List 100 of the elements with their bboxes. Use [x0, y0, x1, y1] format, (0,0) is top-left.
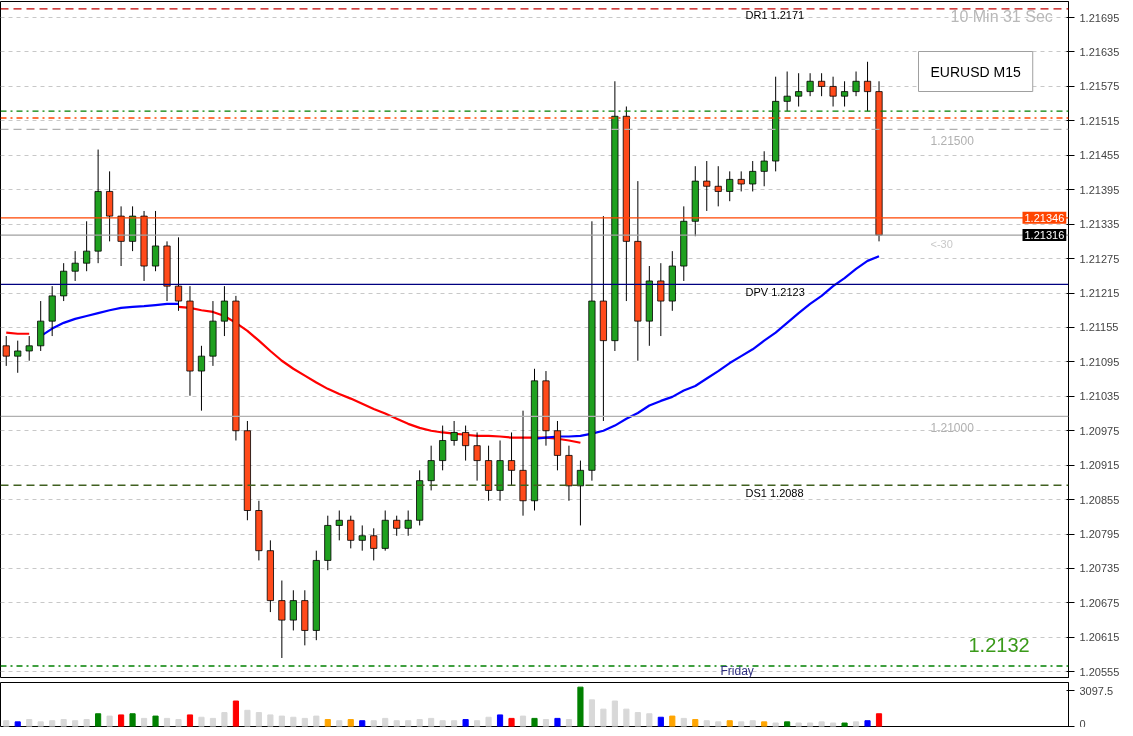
ref-line-label: 1.21500: [930, 134, 975, 149]
y-tick-label: 1.21155: [1079, 321, 1119, 334]
bar: [3, 720, 10, 727]
bar: [496, 714, 504, 727]
candlestick: [829, 76, 837, 108]
y-tick-label: 1.20855: [1079, 493, 1120, 506]
candlestick: [841, 80, 849, 108]
bar: [336, 720, 343, 727]
ref-line-label: 1.21346: [1024, 211, 1065, 224]
bar: [565, 719, 573, 727]
candlestick: [358, 524, 366, 552]
candlestick: [576, 460, 584, 526]
bar: [416, 719, 423, 727]
candlestick: [703, 160, 711, 212]
bar: [738, 721, 745, 727]
y-tick-label: 1.21035: [1079, 390, 1120, 403]
bar: [875, 713, 883, 727]
bar: [623, 708, 630, 727]
bar: [313, 715, 320, 727]
candlestick: [818, 72, 826, 97]
bar: [83, 719, 90, 727]
bar: [542, 719, 550, 727]
bar: [807, 722, 814, 727]
bar: [118, 714, 125, 727]
bar: [611, 700, 618, 727]
annotation: Friday: [720, 663, 754, 678]
y-tick-label: 1.21335: [1079, 218, 1120, 231]
bar: [852, 721, 860, 727]
bar: [290, 716, 297, 727]
bar: [749, 720, 756, 727]
bar: [186, 714, 194, 727]
candlestick: [347, 515, 355, 549]
bar: [657, 716, 664, 727]
bar: [439, 720, 446, 727]
bar: [818, 721, 825, 727]
bar: [359, 720, 366, 727]
bar: [49, 720, 56, 727]
y-tick-label: 1.21275: [1079, 252, 1120, 265]
y-tick-label: 1.20915: [1079, 459, 1120, 472]
bar: [37, 721, 44, 727]
bar: [255, 712, 262, 727]
candlestick: [473, 431, 481, 482]
annotation: EURUSD M15: [930, 63, 1021, 80]
annotation: 10 Min 31 Sec: [950, 7, 1053, 25]
candlestick: [783, 71, 791, 112]
bar: [451, 720, 458, 727]
bar: [680, 717, 687, 727]
bar: [267, 714, 274, 727]
y-tick-label: 1.20795: [1079, 528, 1120, 541]
candlestick: [749, 160, 757, 192]
ref-line-label: DR1 1.2171: [745, 8, 805, 21]
y-tick-label: 1.20735: [1079, 562, 1120, 575]
candlestick: [507, 431, 516, 487]
y-tick-label: 1.21575: [1079, 80, 1120, 93]
bar: [244, 709, 251, 727]
bar: [393, 720, 400, 727]
bar: [554, 717, 561, 727]
bar: [14, 721, 21, 727]
bar: [198, 716, 205, 727]
candlestick: [737, 170, 745, 192]
bar: [175, 719, 182, 727]
y-tick-label: 1.21515: [1079, 114, 1120, 127]
bar: [382, 717, 389, 727]
candlestick: [174, 236, 183, 312]
bar: [106, 715, 113, 727]
annotation: 1.2132: [968, 633, 1030, 656]
y-tick-label: 1.21095: [1079, 355, 1120, 368]
y-tick-label: 1.20675: [1079, 596, 1120, 609]
candlestick: [404, 510, 412, 537]
bar: [864, 720, 871, 727]
candlestick: [462, 425, 470, 462]
bar: [485, 716, 492, 727]
bar: [140, 717, 148, 727]
bar: [163, 717, 171, 727]
bar: [669, 715, 676, 727]
bar: [26, 719, 33, 727]
candlestick: [370, 527, 378, 561]
bar: [508, 717, 515, 727]
ref-line-label: 1.21000: [930, 421, 975, 436]
bar: [830, 722, 837, 727]
bar: [221, 712, 228, 727]
bar: [347, 719, 354, 727]
bar: [60, 719, 67, 727]
bar: [634, 712, 641, 727]
candlestick: [714, 165, 722, 207]
bar: [301, 717, 308, 727]
bar: [692, 719, 699, 727]
y-tick-label: 1.20555: [1079, 665, 1120, 678]
candlestick: [439, 425, 447, 471]
ref-line-label: 1.21316: [1024, 229, 1065, 242]
candlestick: [289, 589, 297, 631]
y-tick-label: 1.21215: [1079, 287, 1120, 300]
y-tick-label: 1.20975: [1079, 424, 1120, 437]
candlestick: [806, 72, 814, 97]
bar: [370, 720, 377, 727]
bar: [232, 700, 239, 727]
bar: [209, 717, 217, 727]
y-tick-label: 1.21695: [1079, 11, 1120, 24]
ref-line-label: DPV 1.2123: [745, 286, 805, 299]
candlestick: [450, 420, 458, 447]
